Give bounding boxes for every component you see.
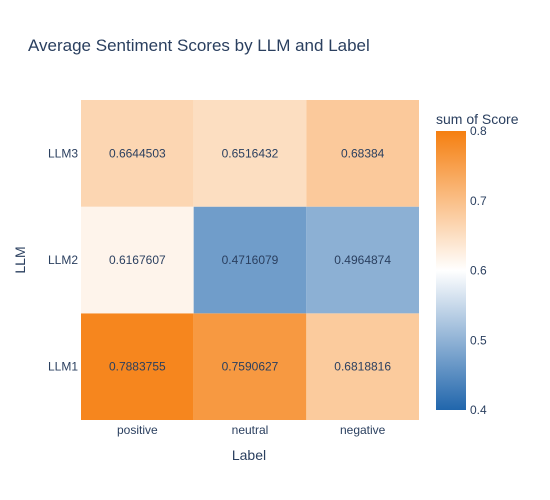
x-axis-ticks: positive neutral negative <box>117 423 386 437</box>
colorbar <box>436 131 466 410</box>
heatmap-cell-llm3-positive <box>81 100 194 207</box>
chart-title: Average Sentiment Scores by LLM and Labe… <box>28 36 370 55</box>
y-tick-label: LLM2 <box>48 253 78 267</box>
colorbar-tick-label: 0.6 <box>470 264 487 278</box>
cell-value-label: 0.4964874 <box>334 253 391 267</box>
y-axis-title: LLM <box>12 246 28 273</box>
cell-value-label: 0.6818816 <box>334 360 391 374</box>
colorbar-title: sum of Score <box>436 111 519 127</box>
cell-value-label: 0.68384 <box>341 146 385 160</box>
x-axis-title: Label <box>232 447 266 463</box>
heatmap-cell-llm3-neutral <box>193 100 307 207</box>
cell-value-label: 0.6516432 <box>222 146 279 160</box>
y-axis-ticks: LLM1 LLM2 LLM3 <box>48 146 78 373</box>
heatmap-cell-llm1-negative <box>306 313 419 420</box>
colorbar-tick-label: 0.5 <box>470 333 487 347</box>
cell-value-label: 0.7883755 <box>109 360 166 374</box>
cell-value-label: 0.7590627 <box>222 360 279 374</box>
heatmap-cell-llm2-negative <box>306 206 419 314</box>
x-tick-label: negative <box>340 423 386 437</box>
heatmap-cell-llm2-positive <box>81 206 194 314</box>
cell-value-label: 0.6644503 <box>109 146 166 160</box>
heatmap-cells: 0.7883755 0.7590627 0.6818816 0.6167607 0.47… <box>81 100 419 420</box>
colorbar-tick-label: 0.7 <box>470 194 487 208</box>
x-tick-label: neutral <box>232 423 269 437</box>
cell-value-label: 0.6167607 <box>109 253 166 267</box>
heatmap-cell-llm2-neutral <box>193 206 307 314</box>
colorbar-tick-label: 0.8 <box>470 124 487 138</box>
y-tick-label: LLM3 <box>48 146 78 160</box>
heatmap-cell-llm3-negative <box>306 100 419 207</box>
heatmap-cell-llm1-positive <box>81 313 194 420</box>
cell-value-label: 0.4716079 <box>222 253 279 267</box>
y-tick-label: LLM1 <box>48 360 78 374</box>
heatmap-cell-llm1-neutral <box>193 313 307 420</box>
colorbar-tick-label: 0.4 <box>470 403 487 417</box>
colorbar-ticks: 0.4 0.5 0.6 0.7 0.8 <box>470 124 487 417</box>
x-tick-label: positive <box>117 423 158 437</box>
